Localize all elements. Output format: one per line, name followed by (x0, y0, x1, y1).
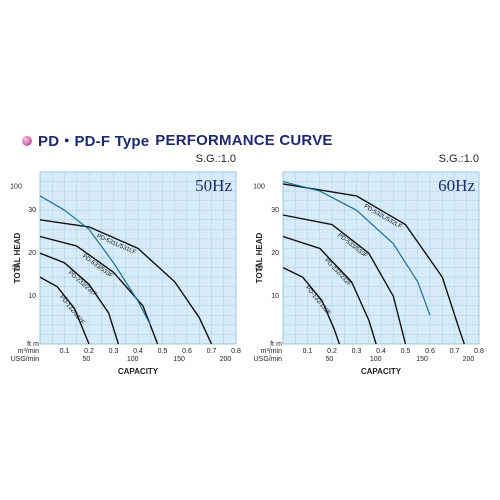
y-tick-m: 10 (28, 293, 36, 300)
specific-gravity-label: S.G.:1.0 (439, 153, 479, 165)
pump-curve-0 (39, 219, 213, 345)
plot-frame (39, 171, 237, 345)
x-tick-m3: 0.7 (207, 348, 217, 355)
pump-curve-3 (39, 276, 90, 345)
y-tick-ft: 100 (253, 183, 265, 190)
y-tick-m: 10 (271, 293, 279, 300)
y-tick-m: 20 (28, 250, 36, 257)
x-tick-usg: 200 (463, 356, 475, 363)
x-tick-m3: 0.6 (182, 348, 192, 355)
x-tick-m3: 0.8 (231, 348, 241, 355)
x-tick-usg: 150 (416, 356, 428, 363)
specific-gravity-label: S.G.:1.0 (196, 153, 236, 165)
series-name: PD・PD-F Type (38, 133, 150, 150)
pump-curve-2 (39, 252, 120, 345)
x-tick-m3: 0.1 (303, 348, 313, 355)
x-tick-m3: 0.4 (376, 348, 386, 355)
y-tick-ft: 50 (255, 265, 263, 272)
chart-panel-50hz: S.G.:1.050HzPD-531L/531LFPD-533/533FPD-2… (10, 153, 241, 376)
plot-frame (282, 171, 480, 345)
x-unit-usg: USG/min (254, 356, 283, 363)
y-axis-title: TOTAL HEAD (255, 232, 264, 283)
x-tick-m3: 0.3 (109, 348, 119, 355)
y-tick-m: 20 (271, 250, 279, 257)
chart-panel-60hz: S.G.:1.060HzPD-532L/532LFPD-533/533FPD-2… (253, 153, 484, 376)
y-tick-ft: 50 (12, 265, 20, 272)
x-tick-m3: 0.1 (60, 348, 70, 355)
x-tick-usg: 50 (82, 356, 90, 363)
y-unit-m: m (33, 341, 39, 348)
y-unit-ft: ft (270, 341, 274, 348)
x-axis-title: CAPACITY (118, 367, 159, 376)
x-tick-m3: 0.3 (352, 348, 362, 355)
x-tick-m3: 0.5 (401, 348, 411, 355)
y-tick-ft: 100 (10, 183, 22, 190)
x-tick-usg: 200 (220, 356, 232, 363)
frequency-label: 60Hz (438, 176, 475, 195)
heading-title: PERFORMANCE CURVE (155, 132, 333, 149)
x-unit-usg: USG/min (11, 356, 40, 363)
pump-curve-1 (282, 214, 407, 345)
y-axis-title: TOTAL HEAD (13, 232, 22, 283)
y-unit-m: m (276, 341, 282, 348)
x-axis-title: CAPACITY (361, 367, 402, 376)
pump-curve-1 (39, 235, 159, 345)
x-tick-m3: 0.2 (84, 348, 94, 355)
frequency-label: 50Hz (195, 176, 232, 195)
x-tick-m3: 0.2 (327, 348, 337, 355)
x-tick-usg: 50 (325, 356, 333, 363)
system-curve (282, 181, 431, 316)
x-tick-m3: 0.4 (133, 348, 143, 355)
pump-curve-0 (282, 183, 465, 345)
x-tick-m3: 0.5 (158, 348, 168, 355)
x-tick-usg: 100 (127, 356, 139, 363)
x-unit-m3: m³/min (18, 348, 39, 355)
x-tick-m3: 0.7 (450, 348, 460, 355)
x-tick-usg: 100 (370, 356, 382, 363)
bullet-icon (22, 135, 32, 146)
x-unit-m3: m³/min (261, 348, 282, 355)
pump-curve-2 (282, 235, 377, 345)
system-curve (39, 195, 151, 326)
y-tick-m: 30 (28, 207, 36, 214)
chart-heading: PD・PD-F Type PERFORMANCE CURVE (22, 130, 333, 151)
x-tick-usg: 150 (173, 356, 185, 363)
x-tick-m3: 0.8 (474, 348, 484, 355)
x-tick-m3: 0.6 (425, 348, 435, 355)
y-tick-m: 30 (271, 207, 279, 214)
y-unit-ft: ft (27, 341, 31, 348)
pump-curve-3 (282, 266, 341, 345)
